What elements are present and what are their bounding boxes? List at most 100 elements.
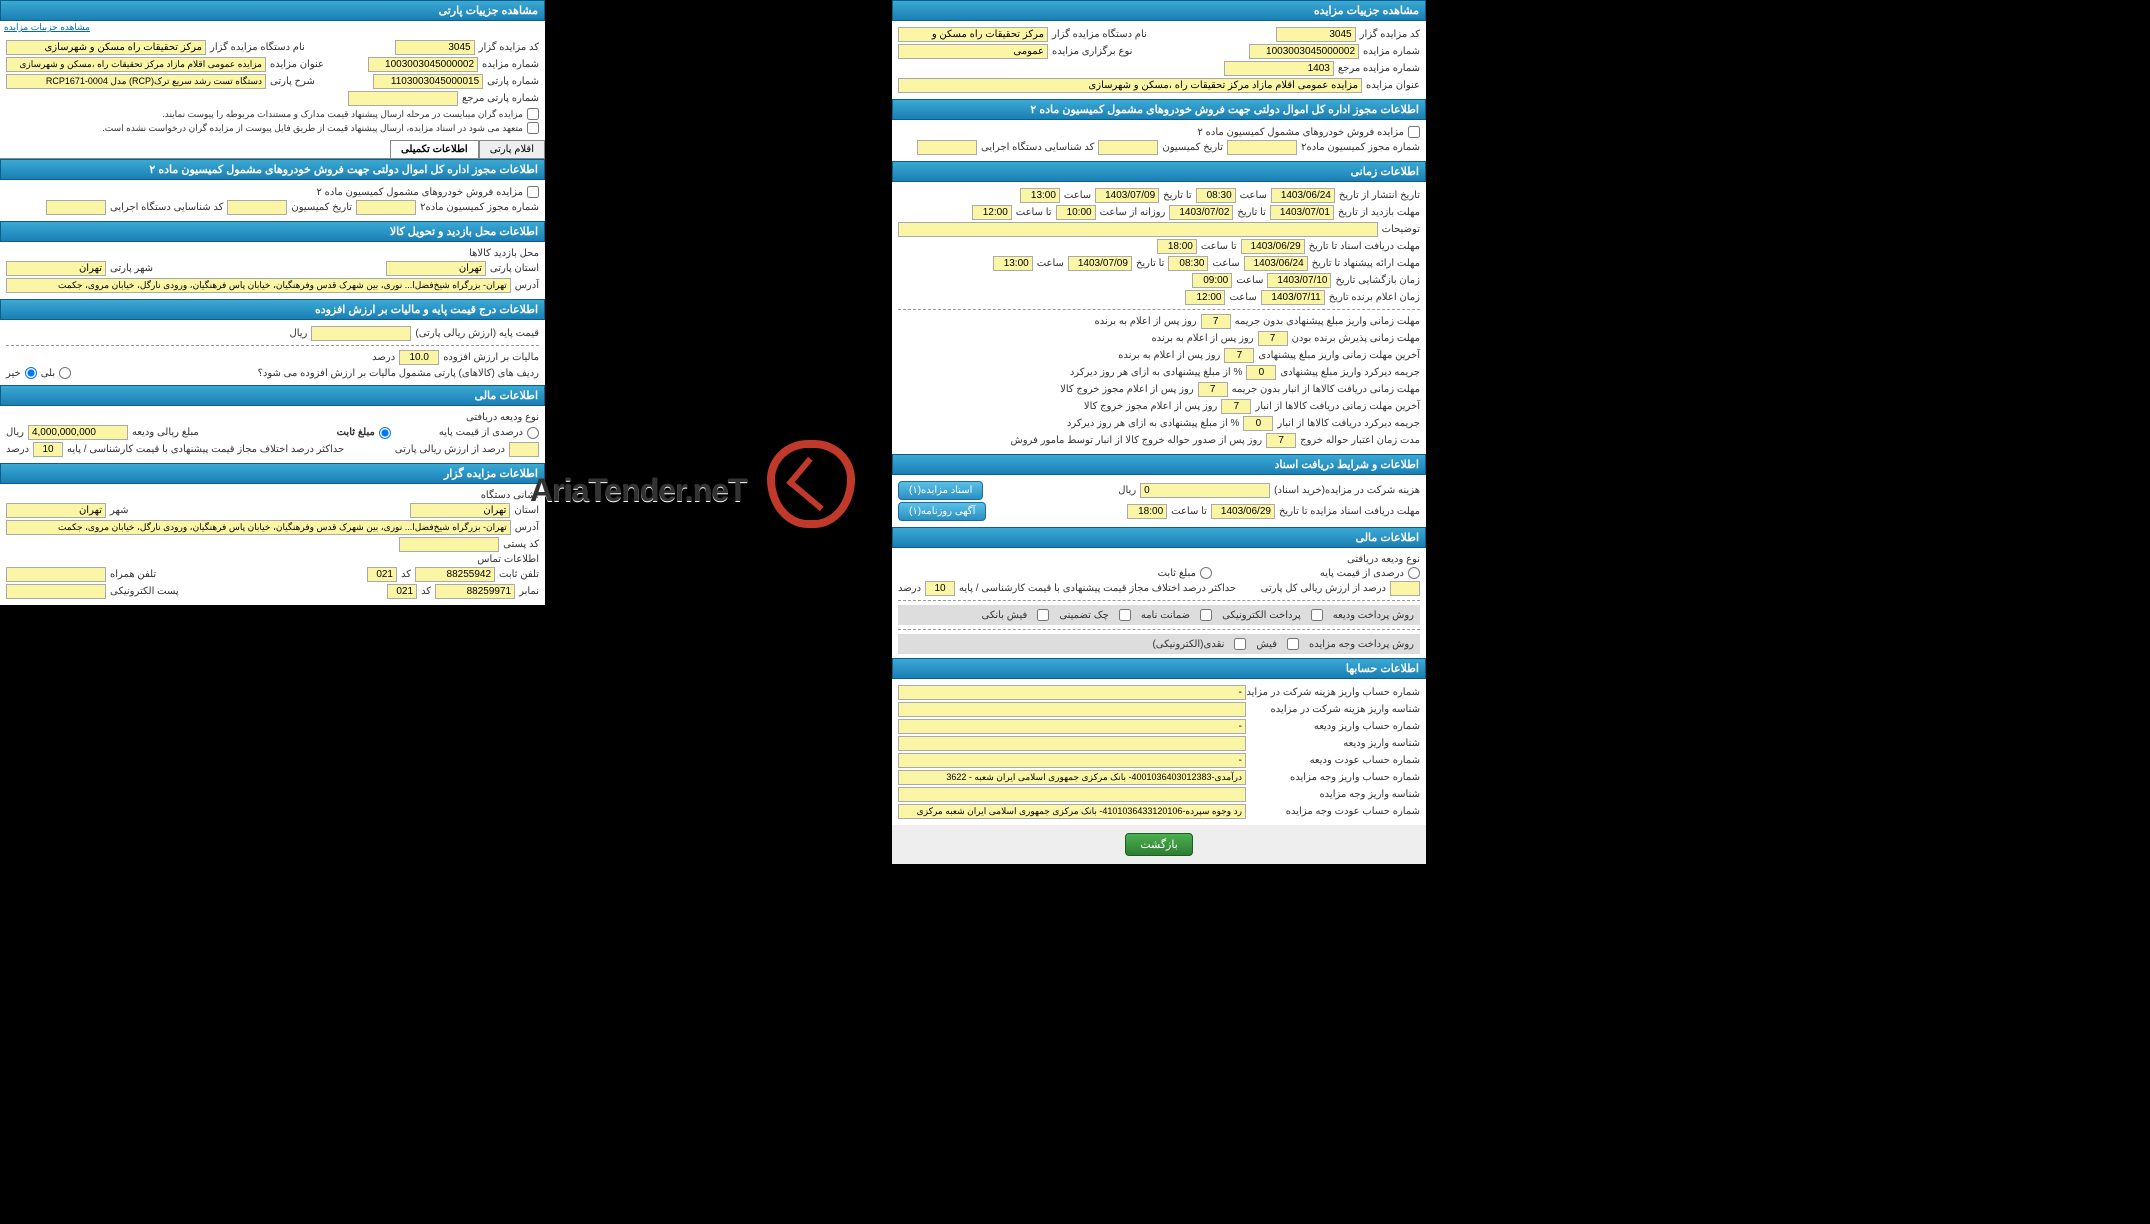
lbl: مبلغ ثابت [1158, 568, 1196, 579]
deposit-methods: روش پرداخت ودیعه پرداخت الکترونیکی ضمانت… [898, 605, 1420, 625]
val: - [898, 685, 1246, 700]
val-days: 7 [1221, 399, 1251, 414]
chk-cash[interactable] [1234, 638, 1246, 650]
lbl: مهلت زمانی پذیرش برنده بودن [1292, 333, 1420, 344]
val [1227, 140, 1297, 155]
val-desc [898, 222, 1378, 237]
lbl: درصدی از قیمت پایه [1320, 568, 1404, 579]
val: تهران [410, 503, 510, 518]
lbl: تا ساعت [1171, 506, 1207, 517]
rb-fixed[interactable] [1200, 567, 1212, 579]
lbl: خیر [6, 368, 21, 379]
lbl: درصد از ارزش ریالی پارتی [395, 444, 505, 455]
val [356, 200, 416, 215]
val-vat: 10.0 [399, 350, 439, 365]
lbl: آدرس [515, 280, 539, 291]
lbl: روش پرداخت ودیعه [1333, 610, 1414, 621]
lbl: شماره مجوز کمیسیون ماده۲ [420, 202, 539, 213]
chk-electronic[interactable] [1311, 609, 1323, 621]
val-days: 7 [1224, 348, 1254, 363]
lbl: ساعت [1236, 275, 1263, 286]
lbl: جریمه دیرکرد واریز مبلغ پیشنهادی [1280, 367, 1420, 378]
lbl: قیمت پایه (ارزش ریالی پارتی) [415, 328, 539, 339]
lbl: مزایده فروش خودروهای مشمول کمیسیون ماده … [1197, 127, 1404, 138]
hdr-party-details: مشاهده جزییات پارتی [0, 0, 545, 21]
rb-fixed-l[interactable] [379, 427, 391, 439]
val-time: 12:00 [972, 205, 1012, 220]
lbl: حداکثر درصد اختلاف مجاز قیمت پیشنهادی با… [959, 583, 1236, 594]
body-financial-l: نوع ودیعه دریافتی درصدی از قیمت پایه مبل… [0, 406, 545, 463]
lbl: استان پارتی [490, 263, 539, 274]
rb-yes[interactable] [59, 367, 71, 379]
divider [6, 345, 539, 346]
val-cost: 0 [1140, 483, 1270, 498]
body-auction-details: کد مزایده گزار 3045 نام دستگاه مزایده گز… [892, 21, 1426, 99]
lbl: جریمه دیرکرد دریافت کالاها از انبار [1277, 418, 1420, 429]
val: 10 [925, 581, 955, 596]
chk-guarantee[interactable] [1200, 609, 1212, 621]
val-ref-no: 1403 [1224, 61, 1334, 76]
lbl: حداکثر درصد اختلاف مجاز قیمت پیشنهادی با… [67, 444, 344, 455]
val-date: 1403/06/29 [1241, 239, 1305, 254]
lbl: ساعت [1037, 258, 1064, 269]
chk-fish[interactable] [1287, 638, 1299, 650]
link-auction-details[interactable]: مشاهده جزییات مزایده [4, 22, 90, 32]
hdr-docs: اطلاعات و شرایط دریافت اسناد [892, 454, 1426, 475]
val: رد وجوه سپرده-4101036433120106- بانک مرک… [898, 804, 1246, 819]
lbl: تلفن ثابت [499, 569, 539, 580]
lbl: ریال [1118, 485, 1136, 496]
val: 1003003045000002 [368, 57, 478, 72]
val-title: مزایده عمومی اقلام مازاد مرکز تحقیقات را… [898, 78, 1362, 93]
body-financial: نوع ودیعه دریافتی درصدی از قیمت پایه مبل… [892, 548, 1426, 658]
val: دستگاه تست رشد سریع ترک(RCP) مدل RCP1671… [6, 74, 266, 89]
divider [898, 309, 1420, 310]
val [227, 200, 287, 215]
lbl: مدت زمان اعتبار حواله خروج [1300, 435, 1420, 446]
lbl: شماره حساب واریز هزینه شرکت در مزایده [1250, 687, 1420, 698]
val-code: 3045 [1276, 27, 1356, 42]
val-time: 18:00 [1127, 504, 1167, 519]
hdr-accounts: اطلاعات حسابها [892, 658, 1426, 679]
lbl: ساعت [1064, 190, 1091, 201]
lbl: عنوان مزایده [1366, 80, 1420, 91]
lbl: تاریخ انتشار از تاریخ [1339, 190, 1420, 201]
lbl: تا ساعت [1201, 241, 1237, 252]
lbl: روز پس از اعلام به برنده [1118, 350, 1220, 361]
lbl: روز پس از اعلام به برنده [1151, 333, 1253, 344]
val-address: تهران- بزرگراه شیخ‌فضل‌ا... نوری، بین شه… [6, 278, 511, 293]
lbl: شماره حساب عودت وجه مزایده [1250, 806, 1420, 817]
rb-percent[interactable] [1408, 567, 1420, 579]
lbl: مزایده گران میبایست در مرحله ارسال پیشنه… [162, 109, 523, 120]
tab-extra[interactable]: اطلاعات تکمیلی [390, 140, 479, 158]
val-auction-no: 1003003045000002 [1249, 44, 1359, 59]
val-date: 1403/06/29 [1211, 504, 1275, 519]
lbl: تا تاریخ [1136, 258, 1165, 269]
lbl: ساعت [1229, 292, 1256, 303]
val-time: 18:00 [1157, 239, 1197, 254]
back-button[interactable]: بازگشت [1125, 833, 1193, 856]
btn-docs[interactable]: اسناد مزایده(۱) [898, 481, 983, 500]
lbl: هزینه شرکت در مزایده(خرید اسناد) [1274, 485, 1420, 496]
rb-percent-l[interactable] [527, 427, 539, 439]
lbl: درصد [372, 352, 395, 363]
btn-newspaper[interactable]: آگهی روزنامه(۱) [898, 502, 986, 521]
val [1098, 140, 1158, 155]
chk[interactable] [527, 186, 539, 198]
val [6, 584, 106, 599]
lbl: نام دستگاه مزایده گزار [210, 42, 305, 53]
lbl: درصد از ارزش ریالی کل پارتی [1261, 583, 1386, 594]
chk-receipt[interactable] [1037, 609, 1049, 621]
chk-vehicle-sale[interactable] [1408, 126, 1420, 138]
lbl: مزایده فروش خودروهای مشمول کمیسیون ماده … [316, 187, 523, 198]
chk-note1[interactable] [527, 108, 539, 120]
footer-actions: بازگشت [892, 825, 1426, 864]
val-province: تهران [386, 261, 486, 276]
rb-no[interactable] [25, 367, 37, 379]
chk-note2[interactable] [527, 122, 539, 134]
lbl: روز پس از اعلام مجوز خروج کالا [1060, 384, 1194, 395]
val: مرکز تحقیقات راه مسکن و شهرسازی [6, 40, 206, 55]
chk-check[interactable] [1119, 609, 1131, 621]
tab-items[interactable]: اقلام پارتی [479, 140, 545, 158]
val-type: عمومی [898, 44, 1048, 59]
val: مزایده عمومی اقلام مازاد مرکز تحقیقات را… [6, 57, 266, 72]
